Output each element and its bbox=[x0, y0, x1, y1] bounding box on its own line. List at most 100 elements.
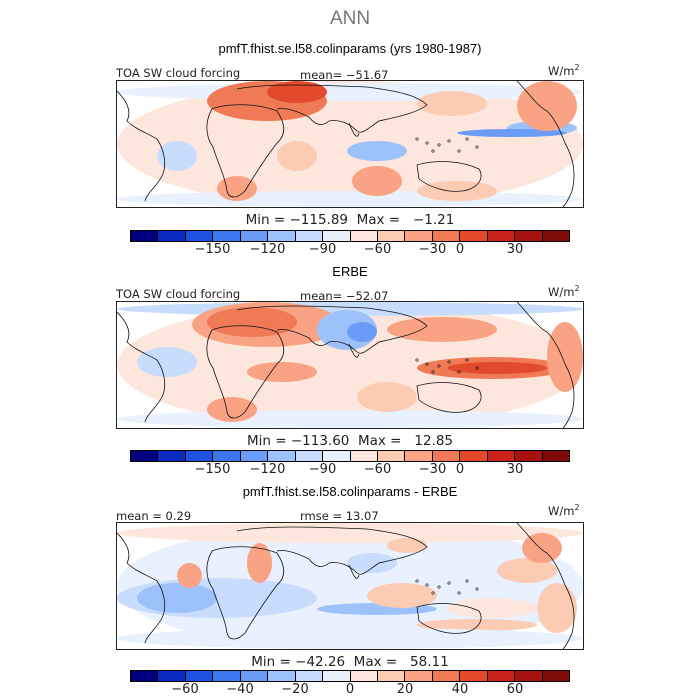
coastline bbox=[416, 382, 482, 413]
colorbar-swatch bbox=[323, 231, 351, 241]
panel-3-tick: 40 bbox=[451, 682, 469, 697]
season-title: ANN bbox=[329, 8, 371, 29]
colorbar-swatch bbox=[295, 671, 324, 681]
colorbar-swatch bbox=[213, 451, 241, 461]
coastline bbox=[516, 81, 575, 207]
panel-1-tick: −120 bbox=[249, 242, 286, 257]
map-field-region bbox=[387, 317, 497, 342]
panel-3-tick: 0 bbox=[345, 682, 355, 697]
island bbox=[465, 137, 469, 141]
colorbar-swatch bbox=[542, 671, 569, 681]
map-field-region bbox=[347, 322, 377, 342]
panel-3-tick: 20 bbox=[396, 682, 414, 697]
coastline bbox=[236, 84, 428, 133]
island bbox=[415, 137, 419, 141]
map-field-region bbox=[417, 619, 537, 631]
panel-2-map-svg bbox=[117, 302, 583, 428]
map-field-region bbox=[347, 141, 407, 161]
coastline bbox=[516, 523, 575, 649]
panel-3-minmax: Min = −42.26 Max = 58.11 bbox=[251, 654, 449, 670]
island bbox=[431, 370, 435, 374]
colorbar-swatch bbox=[432, 671, 461, 681]
map-field-region bbox=[277, 141, 317, 171]
island bbox=[437, 585, 441, 589]
colorbar-swatch bbox=[295, 231, 324, 241]
map-field-region bbox=[157, 141, 197, 171]
colorbar-swatch bbox=[377, 671, 406, 681]
map-field-region bbox=[247, 362, 317, 382]
map-field-region bbox=[117, 191, 583, 207]
panel-2-units: W/m2 bbox=[548, 284, 580, 299]
panel-2-tick: −120 bbox=[249, 462, 286, 477]
coastline bbox=[348, 564, 360, 579]
map-field-region bbox=[347, 553, 397, 573]
map-field-region bbox=[117, 628, 583, 649]
map-field-region bbox=[367, 583, 437, 608]
colorbar-swatch bbox=[350, 231, 378, 241]
map-field-region bbox=[247, 543, 272, 583]
map-field-region bbox=[207, 307, 297, 337]
colorbar-swatch bbox=[158, 231, 186, 241]
panel-2-field-label: TOA SW cloud forcing bbox=[116, 287, 241, 301]
map-field-region bbox=[447, 362, 547, 374]
map-field-region bbox=[417, 91, 487, 116]
map-field-region bbox=[352, 166, 402, 196]
panel-2-minmax: Min = −113.60 Max = 12.85 bbox=[246, 433, 453, 449]
panel-3-title: pmfT.fhist.se.l58.colinparams - ERBE bbox=[242, 484, 458, 499]
panel-3-map bbox=[116, 522, 584, 650]
colorbar-swatch bbox=[240, 231, 269, 241]
island bbox=[415, 579, 419, 583]
colorbar-swatch bbox=[432, 451, 461, 461]
panel-2-tick: −60 bbox=[363, 462, 392, 477]
coastline bbox=[348, 343, 360, 358]
colorbar-swatch bbox=[405, 231, 433, 241]
colorbar-swatch bbox=[460, 671, 488, 681]
coastline bbox=[236, 305, 428, 354]
colorbar-swatch bbox=[158, 671, 186, 681]
map-field-region bbox=[137, 583, 217, 613]
island bbox=[415, 358, 419, 362]
map-field-region bbox=[117, 410, 583, 428]
colorbar-swatch bbox=[323, 671, 351, 681]
map-field-region bbox=[537, 583, 577, 633]
coastline bbox=[236, 526, 428, 575]
colorbar-swatch bbox=[405, 451, 433, 461]
coastline bbox=[117, 90, 166, 202]
map-fill-group bbox=[117, 302, 583, 428]
island bbox=[465, 358, 469, 362]
panel-1-map bbox=[116, 80, 584, 208]
colorbar-swatch bbox=[213, 231, 241, 241]
map-field-region bbox=[387, 538, 427, 553]
panel-1-colorbar-ticks: −150 −120 −90 −60 −30 0 30 bbox=[130, 242, 570, 258]
panel-1-mean: mean= −51.67 bbox=[300, 68, 389, 82]
panel-1-tick: −30 bbox=[418, 242, 447, 257]
panel-2-mean: mean= −52.07 bbox=[300, 289, 389, 303]
map-fill-group bbox=[117, 81, 583, 207]
island bbox=[447, 139, 451, 143]
panel-3-map-svg bbox=[117, 523, 583, 649]
map-field-region bbox=[217, 176, 257, 201]
colorbar-swatch bbox=[542, 231, 569, 241]
panel-2-map bbox=[116, 301, 584, 429]
coastline bbox=[117, 532, 166, 644]
panel-2-colorbar-ticks: −150 −120 −90 −60 −30 0 30 bbox=[130, 462, 570, 478]
panel-2-colorbar bbox=[130, 450, 570, 462]
colorbar-swatch bbox=[131, 231, 159, 241]
island bbox=[437, 364, 441, 368]
colorbar-swatch bbox=[158, 451, 186, 461]
island bbox=[437, 143, 441, 147]
coastline bbox=[516, 302, 575, 428]
colorbar-swatch bbox=[268, 451, 296, 461]
island bbox=[431, 591, 435, 595]
map-field-region bbox=[447, 598, 537, 618]
island bbox=[431, 149, 435, 153]
coastline bbox=[206, 104, 285, 198]
panel-3-colorbar bbox=[130, 670, 570, 682]
map-field-region bbox=[522, 533, 562, 563]
panel-1-tick: −90 bbox=[308, 242, 337, 257]
panel-2-tick: −30 bbox=[418, 462, 447, 477]
panel-3-colorbar-ticks: −60 −40 −20 0 20 40 60 bbox=[130, 682, 570, 698]
map-field-region bbox=[117, 523, 583, 543]
colorbar-swatch bbox=[515, 451, 543, 461]
panel-2-title: ERBE bbox=[332, 264, 368, 279]
